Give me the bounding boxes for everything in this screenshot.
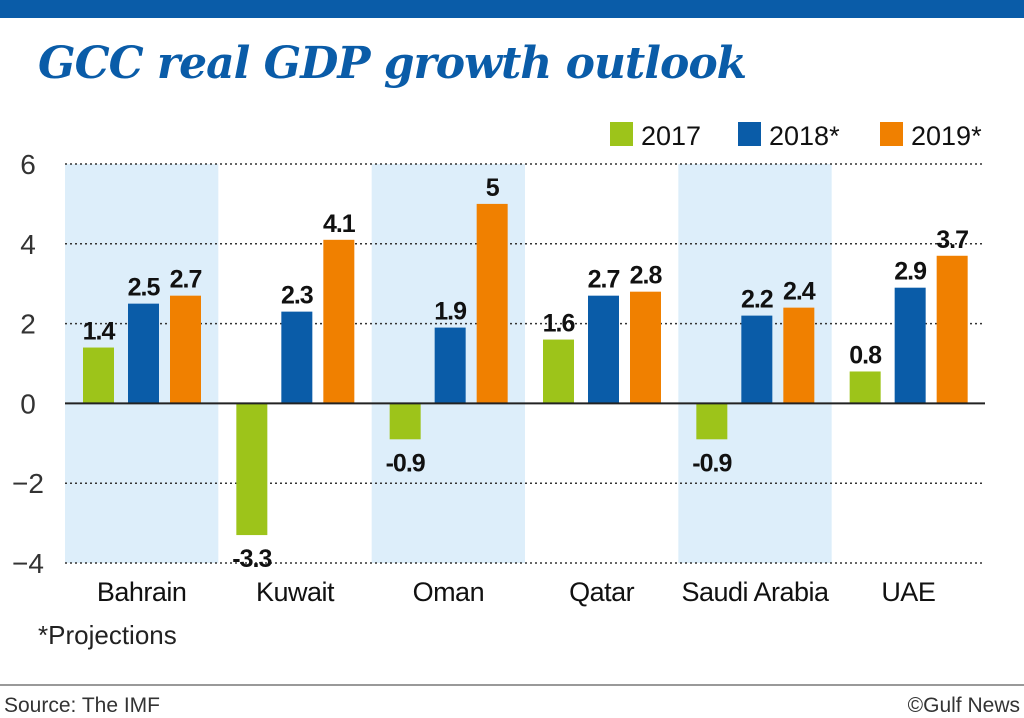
chart-title: GCC real GDP growth outlook	[38, 38, 747, 89]
data-label: 2.2	[741, 286, 773, 314]
data-label: 2.7	[170, 266, 202, 294]
y-tick-label: 2	[20, 309, 36, 340]
x-tick-label: Bahrain	[97, 577, 187, 607]
data-label: 2.3	[281, 282, 313, 310]
source-label: Source: The IMF	[4, 694, 161, 717]
bar-2019-qatar	[630, 291, 661, 404]
data-label: -3.3	[232, 545, 271, 573]
legend-swatch	[738, 122, 761, 146]
bar-2018-saudi-arabia	[741, 315, 773, 404]
bar-2018-kuwait	[281, 311, 313, 404]
y-tick-label: 4	[20, 229, 36, 260]
legend-label: 2017	[641, 121, 701, 151]
bar-2017-kuwait	[236, 403, 268, 536]
data-label: 2.7	[588, 266, 620, 294]
x-tick-label: Saudi Arabia	[681, 577, 830, 607]
bar-2019-bahrain	[170, 295, 201, 404]
data-label: 1.6	[543, 310, 575, 338]
bar-2018-uae	[894, 287, 926, 404]
bar-2019-saudi-arabia	[783, 307, 815, 404]
data-label: 1.4	[83, 318, 116, 346]
data-label: 3.7	[936, 226, 968, 254]
legend-swatch	[880, 122, 903, 146]
data-label: -0.9	[386, 449, 425, 477]
data-label: 1.9	[434, 298, 466, 326]
x-tick-label: Oman	[413, 577, 485, 607]
bar-2017-qatar	[543, 339, 574, 404]
bar-2018-qatar	[588, 295, 619, 404]
y-tick-label: 6	[20, 149, 36, 180]
y-tick-label: −4	[12, 548, 44, 579]
credit-label: ©Gulf News	[907, 694, 1020, 717]
bar-2018-bahrain	[128, 303, 159, 404]
bar-2017-uae	[849, 371, 881, 404]
x-tick-label: UAE	[881, 577, 935, 607]
bar-2019-uae	[936, 255, 968, 404]
top-banner	[0, 0, 1024, 18]
bar-2019-kuwait	[323, 239, 355, 404]
bar-2018-oman	[434, 327, 466, 404]
data-label: 2.4	[783, 278, 816, 306]
data-label: 2.8	[630, 262, 663, 290]
data-label: 2.5	[128, 274, 161, 302]
data-label: 4.1	[323, 210, 356, 238]
y-tick-label: 0	[20, 388, 36, 419]
bar-2019-oman	[476, 203, 508, 404]
data-label: 0.8	[849, 341, 882, 369]
x-tick-label: Kuwait	[256, 577, 335, 607]
legend-swatch	[610, 122, 633, 146]
legend-label: 2018*	[769, 121, 840, 151]
bar-2017-saudi-arabia	[696, 403, 728, 440]
footer-divider	[0, 684, 1024, 686]
data-label: 2.9	[894, 258, 926, 286]
legend-label: 2019*	[911, 121, 982, 151]
bar-2017-oman	[389, 403, 421, 440]
bar-2017-bahrain	[83, 347, 114, 404]
data-label: -0.9	[692, 449, 731, 477]
y-tick-label: −2	[12, 468, 44, 499]
projections-note: *Projections	[38, 620, 177, 650]
data-label: 5	[486, 174, 500, 202]
x-tick-label: Qatar	[569, 577, 635, 607]
